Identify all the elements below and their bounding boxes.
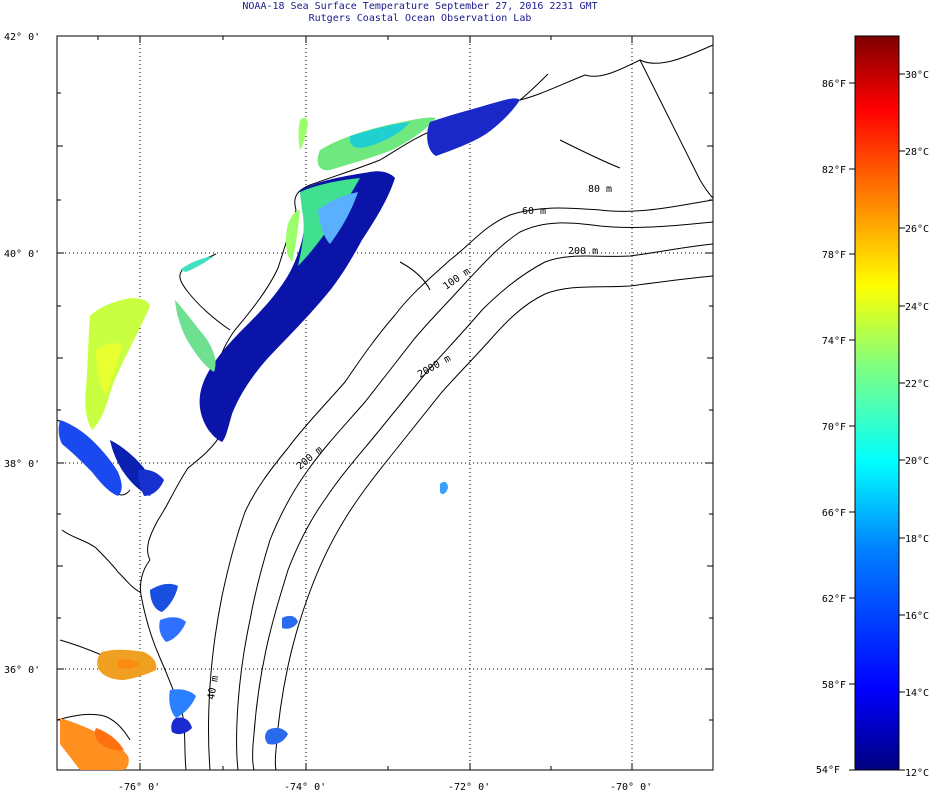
cb-c-14: 14°C <box>905 688 929 699</box>
colorbar-labels-celsius: 30°C 28°C 26°C 24°C 22°C 20°C 18°C 16°C … <box>905 70 929 779</box>
lon-label-70: -70° 0' <box>610 782 652 793</box>
lat-label-42: 42° 0' <box>4 32 40 43</box>
colorbar-ticks <box>849 73 905 771</box>
cb-f-82: 82°F <box>822 165 846 176</box>
cb-c-18: 18°C <box>905 534 929 545</box>
lon-label-76: -76° 0' <box>118 782 160 793</box>
cb-c-16: 16°C <box>905 611 929 622</box>
cb-f-86: 86°F <box>822 79 846 90</box>
map-title: NOAA-18 Sea Surface Temperature Septembe… <box>242 1 598 12</box>
cb-f-78: 78°F <box>822 250 846 261</box>
contour-label-40m: 40 m <box>206 675 221 701</box>
lat-label-38: 38° 0' <box>4 459 40 470</box>
map-frame <box>56 35 714 771</box>
longitude-labels: -76° 0' -74° 0' -72° 0' -70° 0' <box>118 782 652 793</box>
lon-label-72: -72° 0' <box>448 782 490 793</box>
contour-label-60m: 60 m <box>522 206 546 217</box>
map-subtitle: Rutgers Coastal Ocean Observation Lab <box>308 13 532 24</box>
cb-f-58: 58°F <box>822 680 846 691</box>
cb-f-70: 70°F <box>822 422 846 433</box>
cb-c-24: 24°C <box>905 302 929 313</box>
colorbar <box>854 35 900 771</box>
latitude-labels: 42° 0' 40° 0' 38° 0' 36° 0' <box>4 32 40 676</box>
cb-f-74: 74°F <box>822 336 846 347</box>
cb-c-26: 26°C <box>905 224 929 235</box>
cb-c-22: 22°C <box>905 379 929 390</box>
cb-f-54: 54°F <box>816 765 840 776</box>
cb-c-20: 20°C <box>905 456 929 467</box>
axis-ticks <box>57 36 713 770</box>
cb-c-30: 30°C <box>905 70 929 81</box>
colorbar-labels-fahrenheit: 86°F 82°F 78°F 74°F 70°F 66°F 62°F 58°F … <box>816 79 846 776</box>
sst-imagery <box>58 98 520 770</box>
lat-label-36: 36° 0' <box>4 665 40 676</box>
bathymetry-contours <box>208 139 714 771</box>
cb-f-62: 62°F <box>822 594 846 605</box>
cb-f-66: 66°F <box>822 508 846 519</box>
cb-c-28: 28°C <box>905 147 929 158</box>
cb-c-12: 12°C <box>905 768 929 779</box>
lon-label-74: -74° 0' <box>284 782 326 793</box>
contour-label-200m: 200 m <box>568 246 598 257</box>
lat-label-40: 40° 0' <box>4 249 40 260</box>
contour-label-80m: 80 m <box>588 184 612 195</box>
